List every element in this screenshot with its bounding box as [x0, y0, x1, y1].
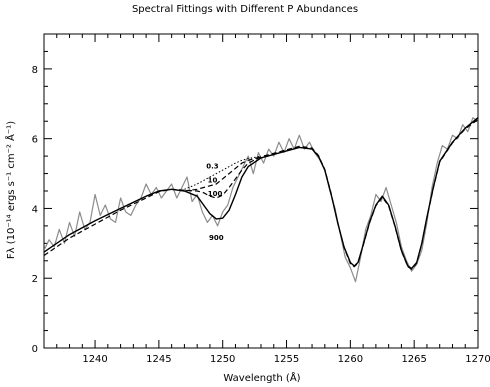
x-tick-label: 1265: [401, 354, 426, 365]
annotation-label: 10: [208, 176, 218, 184]
series-fit-dashed-line: [44, 119, 478, 270]
y-tick-label: 8: [32, 65, 38, 76]
series-observed-line: [44, 117, 478, 283]
chart-title: Spectral Fittings with Different P Abund…: [132, 4, 358, 15]
x-tick-label: 1255: [274, 354, 299, 365]
series-fit-dotted-line: [184, 155, 262, 190]
x-axis-title: Wavelength (Å): [223, 371, 300, 384]
x-tick-label: 1260: [338, 354, 363, 365]
plot-frame: [43, 33, 479, 349]
x-tick-label: 1270: [465, 354, 490, 365]
y-tick-label: 2: [32, 274, 38, 285]
y-tick-label: 0: [32, 344, 38, 355]
y-axis-title: Fλ (10⁻¹⁴ ergs s⁻¹ cm⁻² Å⁻¹): [4, 121, 17, 259]
x-tick-label: 1250: [210, 354, 235, 365]
plot-area: 1240 1245 1250 1255 1260 1265 1270 0 2 4 6 8 0.3 10 10…: [32, 33, 490, 365]
y-tick-label: 6: [32, 135, 38, 146]
series-fit-dashed-line: [184, 156, 262, 192]
x-tick-label: 1240: [82, 354, 107, 365]
x-tick-label: 1245: [146, 354, 171, 365]
annotation-label: 100: [208, 190, 223, 198]
series-fit-solid-line: [44, 117, 478, 270]
y-tick-label: 4: [32, 204, 38, 215]
annotation-label: 900: [209, 234, 224, 242]
annotation-label: 0.3: [206, 162, 219, 170]
